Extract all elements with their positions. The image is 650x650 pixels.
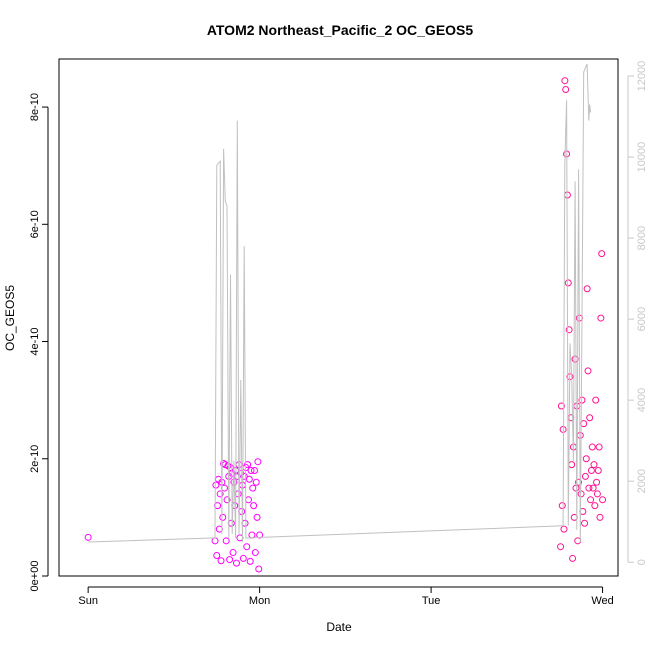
data-point [581, 472, 589, 480]
data-point [564, 279, 572, 287]
data-point [594, 466, 602, 474]
data-point [589, 484, 597, 492]
data-point [250, 502, 258, 510]
y-tick-label: 4e-10 [29, 327, 41, 355]
data-point [252, 478, 260, 486]
y2-tick-label: 12000 [636, 61, 648, 92]
data-point [243, 543, 251, 551]
chart-title: ATOM2 Northeast_Pacific_2 OC_GEOS5 [207, 22, 474, 38]
data-point [595, 443, 603, 451]
data-point [584, 367, 592, 375]
x-axis: Sun Mon Tue Wed [78, 586, 614, 607]
data-point [245, 475, 253, 483]
plot-frame [58, 58, 619, 577]
data-point [84, 533, 92, 541]
series-points-1 [557, 77, 607, 562]
data-point [240, 472, 248, 480]
data-point [229, 549, 237, 557]
data-point [586, 414, 594, 422]
data-point [565, 326, 573, 334]
data-point [219, 513, 227, 521]
data-point [222, 537, 230, 545]
data-point [226, 556, 234, 564]
data-point [239, 554, 247, 562]
data-point [249, 484, 257, 492]
data-point [588, 443, 596, 451]
data-point [256, 531, 264, 539]
data-point [253, 513, 261, 521]
data-point [569, 554, 577, 562]
y-tick-label: 0e+00 [29, 561, 41, 592]
data-point [247, 466, 255, 474]
data-point [573, 402, 581, 410]
data-point [254, 458, 262, 466]
y2-tick-label: 6000 [636, 307, 648, 331]
data-point [572, 484, 580, 492]
y-tick-label: 6e-10 [29, 210, 41, 238]
data-point [251, 549, 259, 557]
y-axis-label: OC_GEOS5 [3, 285, 17, 351]
altitude-line [88, 63, 592, 543]
data-point [223, 496, 231, 504]
data-point [244, 496, 252, 504]
data-point [217, 557, 225, 565]
data-point [590, 461, 598, 469]
data-point [234, 490, 242, 498]
data-point [214, 502, 222, 510]
data-point [587, 466, 595, 474]
data-point [561, 77, 569, 85]
y2-tick-label: 0 [636, 559, 648, 565]
data-point [558, 502, 566, 510]
x-tick-label: Sun [78, 595, 98, 607]
x-tick-label: Mon [249, 595, 270, 607]
series-layer [84, 63, 607, 573]
data-point [592, 396, 600, 404]
data-point [578, 396, 586, 404]
data-point [583, 285, 591, 293]
y-tick-label: 2e-10 [29, 445, 41, 473]
data-point [575, 478, 583, 486]
data-point [255, 565, 263, 573]
data-point [211, 537, 219, 545]
data-point [598, 250, 606, 258]
data-point [557, 402, 565, 410]
y2-tick-label: 8000 [636, 226, 648, 250]
data-point [212, 481, 220, 489]
data-point [599, 496, 607, 504]
y-axis: 0e+00 2e-10 4e-10 6e-10 8e-10 [29, 93, 49, 592]
x-tick-label: Tue [422, 595, 441, 607]
data-point [250, 466, 258, 474]
data-point [596, 513, 604, 521]
data-point [568, 461, 576, 469]
data-point [581, 519, 589, 527]
data-point [591, 502, 599, 510]
data-point [557, 543, 565, 551]
data-point [213, 551, 221, 559]
data-point [582, 455, 590, 463]
data-point [587, 496, 595, 504]
x-tick-label: Wed [591, 595, 613, 607]
data-point [244, 461, 252, 469]
y-tick-label: 8e-10 [29, 93, 41, 121]
data-point [593, 478, 601, 486]
data-point [585, 484, 593, 492]
y2-tick-label: 10000 [636, 142, 648, 173]
data-point [593, 490, 601, 498]
y2-axis: 0 2000 4000 6000 8000 10000 12000 [627, 61, 648, 565]
y2-tick-label: 4000 [636, 388, 648, 412]
data-point [232, 559, 240, 567]
data-point [216, 490, 224, 498]
y2-tick-label: 2000 [636, 469, 648, 493]
x-axis-label: Date [326, 620, 352, 634]
data-point [597, 314, 605, 322]
data-point [560, 525, 568, 533]
data-point [562, 85, 570, 93]
data-point [246, 557, 254, 565]
data-point [248, 531, 256, 539]
